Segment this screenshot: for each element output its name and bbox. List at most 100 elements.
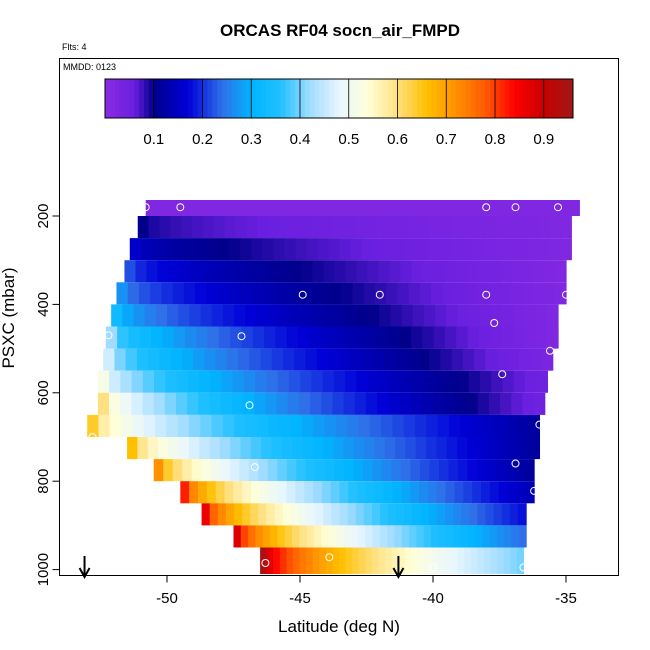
- heatmap-cell: [434, 370, 447, 393]
- heatmap-cell: [204, 348, 217, 371]
- heatmap-cell: [506, 216, 518, 239]
- heatmap-cell: [239, 459, 250, 482]
- heatmap-cell: [429, 348, 441, 371]
- heatmap-cell: [512, 326, 525, 349]
- heatmap-cell: [489, 525, 498, 548]
- colorbar-swatch: [153, 79, 160, 118]
- heatmap-cell: [358, 547, 367, 575]
- heatmap-cell: [449, 238, 462, 261]
- heatmap-cell: [529, 437, 540, 460]
- heatmap-cell: [207, 238, 219, 261]
- heatmap-cell: [406, 348, 419, 371]
- heatmap-cell: [302, 437, 314, 460]
- heatmap-cell: [296, 459, 307, 482]
- colorbar-swatch: [382, 79, 389, 118]
- heatmap-cell: [452, 525, 461, 548]
- colorbar-swatch: [470, 79, 477, 118]
- heatmap-cell: [162, 238, 175, 261]
- heatmap-cell: [304, 481, 314, 504]
- heatmap-cell: [316, 348, 329, 371]
- heatmap-cell: [127, 437, 139, 460]
- heatmap-cell: [311, 216, 323, 239]
- heatmap-cell: [245, 260, 258, 283]
- heatmap-cell: [151, 326, 163, 349]
- arrow-head: [78, 567, 91, 580]
- heatmap-cell: [157, 260, 170, 283]
- heatmap-cell: [270, 525, 278, 548]
- heatmap-cell: [124, 260, 137, 283]
- heatmap-cell: [451, 547, 459, 575]
- heatmap-cell: [220, 392, 233, 415]
- colorbar-swatch: [251, 79, 257, 118]
- heatmap-cell: [254, 392, 267, 415]
- heatmap-cell: [391, 459, 402, 482]
- heatmap-cell: [312, 437, 324, 460]
- heatmap-cell: [197, 481, 208, 504]
- heatmap-cell: [444, 547, 452, 575]
- colorbar-swatch: [460, 79, 467, 118]
- heatmap-cell: [145, 200, 158, 216]
- heatmap-cell: [470, 547, 478, 575]
- heatmap-cell: [451, 348, 464, 371]
- heatmap-cell: [399, 392, 412, 415]
- heatmap-cell: [444, 260, 457, 283]
- heatmap-cell: [350, 525, 359, 548]
- heatmap-cell: [354, 326, 367, 349]
- heatmap-cell: [245, 304, 257, 327]
- heatmap-cell: [466, 392, 479, 415]
- heatmap-cell: [189, 304, 202, 327]
- colorbar-swatch: [183, 79, 189, 118]
- colorbar-swatch: [514, 79, 520, 118]
- heatmap-cell: [170, 216, 182, 239]
- heatmap-cell: [292, 525, 300, 548]
- heatmap-cell: [159, 216, 171, 239]
- heatmap-cell: [195, 238, 208, 261]
- colorbar-swatch: [241, 79, 247, 118]
- heatmap-cell: [420, 503, 430, 526]
- heatmap-cell: [436, 437, 448, 460]
- heatmap-cell: [306, 547, 314, 575]
- heatmap-cell: [383, 238, 396, 261]
- colorbar-swatch: [480, 79, 486, 118]
- heatmap-cell: [485, 348, 498, 371]
- heatmap-cell: [401, 370, 414, 393]
- heatmap-cell: [482, 525, 491, 548]
- colorbar-swatch: [417, 79, 423, 118]
- colorbar-swatch: [358, 79, 364, 118]
- heatmap-cell: [387, 216, 399, 239]
- colorbar-swatch: [212, 79, 218, 118]
- heatmap-cell: [477, 437, 489, 460]
- heatmap-cell: [448, 414, 461, 437]
- heatmap-cell: [310, 392, 322, 415]
- sample-point: [482, 290, 491, 299]
- colorbar-swatch: [441, 79, 447, 118]
- heatmap-cell: [286, 481, 296, 504]
- heatmap-cell: [511, 525, 520, 548]
- sample-point: [325, 553, 334, 562]
- colorbar-swatch: [553, 79, 559, 118]
- colorbar-swatch: [431, 79, 438, 118]
- heatmap-cell: [457, 304, 470, 327]
- colorbar-swatch: [187, 79, 194, 118]
- heatmap-cell: [473, 216, 486, 239]
- heatmap-cell: [240, 238, 252, 261]
- heatmap-cell: [477, 503, 487, 526]
- heatmap-cell: [350, 238, 363, 261]
- heatmap-cell: [332, 547, 340, 575]
- heatmap-cell: [267, 304, 280, 327]
- heatmap-cell: [496, 525, 505, 548]
- heatmap-cell: [437, 414, 450, 437]
- heatmap-cell: [448, 459, 459, 482]
- heatmap-cell: [507, 481, 517, 504]
- colorbar-swatch: [402, 79, 408, 118]
- heatmap-cell: [427, 238, 440, 261]
- heatmap-cell: [408, 216, 421, 239]
- colorbar-swatch: [256, 79, 262, 118]
- heatmap-cell: [87, 414, 100, 437]
- heatmap-cell: [266, 547, 274, 575]
- heatmap-cell: [356, 370, 369, 393]
- heatmap-cell: [385, 547, 393, 575]
- heatmap-cell: [399, 326, 412, 349]
- heatmap-cell: [161, 282, 174, 305]
- heatmap-cell: [437, 547, 446, 575]
